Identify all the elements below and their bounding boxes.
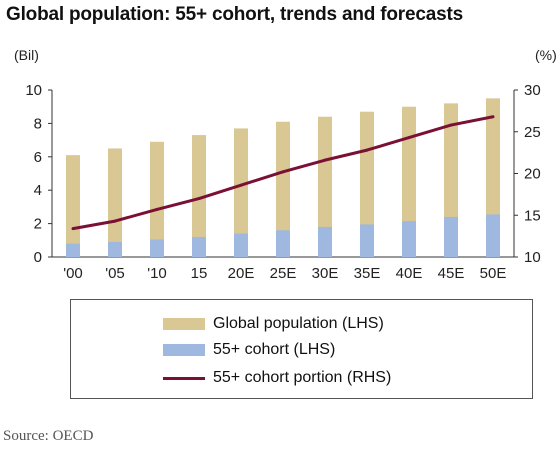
- x-axis-tick-label: 40E: [396, 265, 423, 282]
- bar-55-cohort: [318, 226, 332, 257]
- legend-item-55-cohort-portion: 55+ cohort portion (RHS): [163, 368, 391, 388]
- bar-global-population: [192, 135, 206, 257]
- source-note: Source: OECD: [3, 428, 94, 444]
- point-55-cohort-portion: [197, 197, 201, 201]
- legend-label-55-cohort: 55+ cohort (LHS): [213, 341, 336, 358]
- chart-title: Global population: 55+ cohort, trends an…: [6, 4, 463, 25]
- chart-plot: (Bil) (%) 0 2 4 6 8 10 10 15 20 25 30 '00 '05 '10 15 20…: [14, 47, 557, 282]
- bar-global-population: [318, 116, 332, 257]
- bar-55-cohort: [360, 224, 374, 257]
- legend-swatch-55-cohort: [163, 344, 205, 356]
- right-axis-unit: (%): [535, 47, 557, 63]
- point-55-cohort-portion: [365, 148, 369, 152]
- legend-item-55-cohort: 55+ cohort (LHS): [163, 340, 335, 360]
- point-55-cohort-portion: [113, 219, 117, 223]
- right-axis-tick-label: 20: [524, 166, 541, 183]
- right-axis-tick-label: 10: [524, 249, 541, 266]
- left-axis-tick-label: 0: [34, 249, 42, 266]
- right-axis-tick-label: 15: [524, 207, 541, 224]
- legend-label-global-population: Global population (LHS): [213, 315, 384, 332]
- left-axis-unit: (Bil): [14, 47, 39, 63]
- left-axis-tick-label: 6: [34, 149, 42, 166]
- legend-item-global-population: Global population (LHS): [163, 314, 384, 334]
- bar-55-cohort: [192, 236, 206, 257]
- bar-global-population: [234, 128, 248, 257]
- bar-global-population: [402, 106, 416, 257]
- point-55-cohort-portion: [449, 123, 453, 127]
- x-axis-tick-label: 15: [191, 265, 208, 282]
- legend-line-55-cohort-portion: [163, 376, 205, 380]
- left-axis-tick-label: 8: [34, 115, 42, 132]
- bar-global-population: [108, 148, 122, 257]
- bar-55-cohort: [234, 233, 248, 257]
- x-axis-tick-label: 50E: [480, 265, 507, 282]
- bar-55-cohort: [486, 214, 500, 257]
- right-axis-tick-label: 25: [524, 124, 541, 141]
- bar-55-cohort: [444, 216, 458, 257]
- x-axis-tick-label: '00: [63, 265, 83, 282]
- bar-55-cohort: [108, 241, 122, 257]
- bar-global-population: [150, 141, 164, 257]
- x-axis-tick-label: '05: [105, 265, 125, 282]
- left-axis-tick-label: 2: [34, 216, 42, 233]
- right-axis-tick-label: 30: [524, 82, 541, 99]
- point-55-cohort-portion: [155, 207, 159, 211]
- bar-global-population: [66, 155, 80, 257]
- x-axis-tick-label: 45E: [438, 265, 465, 282]
- plot-area: 0 2 4 6 8 10 10 15 20 25 30 '00 '05 '10 15 20E 25E 30E 35E…: [25, 82, 540, 282]
- bar-55-cohort: [402, 221, 416, 257]
- x-axis-tick-label: 25E: [270, 265, 297, 282]
- x-axis-tick-label: 20E: [228, 265, 255, 282]
- point-55-cohort-portion: [491, 115, 495, 119]
- point-55-cohort-portion: [239, 183, 243, 187]
- left-axis-tick-label: 10: [25, 82, 42, 99]
- x-axis-tick-label: 30E: [312, 265, 339, 282]
- legend: Global population (LHS) 55+ cohort (LHS)…: [70, 299, 533, 399]
- bar-55-cohort: [150, 239, 164, 257]
- bar-55-cohort: [66, 243, 80, 257]
- bar-55-cohort: [276, 230, 290, 257]
- point-55-cohort-portion: [71, 227, 75, 231]
- point-55-cohort-portion: [281, 170, 285, 174]
- left-axis-tick-label: 4: [34, 182, 42, 199]
- x-axis-tick-label: 35E: [354, 265, 381, 282]
- legend-label-55-cohort-portion: 55+ cohort portion (RHS): [213, 369, 392, 386]
- x-axis-tick-label: '10: [147, 265, 167, 282]
- legend-swatch-global-population: [163, 318, 205, 330]
- point-55-cohort-portion: [407, 136, 411, 140]
- point-55-cohort-portion: [323, 158, 327, 162]
- bar-global-population: [276, 121, 290, 257]
